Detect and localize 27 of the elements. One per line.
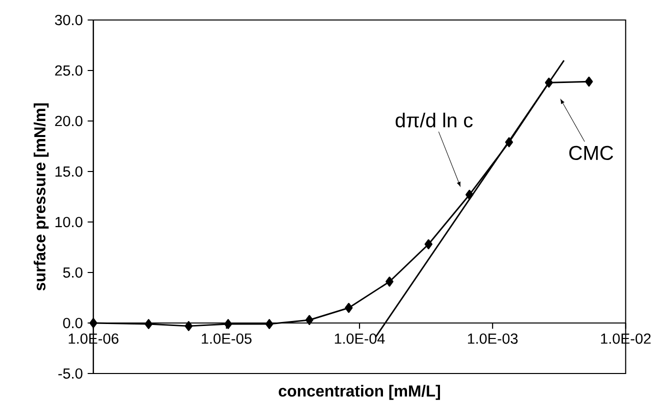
point [386,276,394,287]
point [265,319,274,330]
y-tick-label: 25.0 [55,65,82,76]
annotation: dπ/d ln c [396,112,473,128]
y-tick-label: 15.0 [56,166,82,177]
annotation: CMC [569,146,614,160]
point [424,239,432,250]
point [466,190,474,200]
point [184,321,193,332]
y-axis-title: surface pressure [mN/m] [34,103,49,291]
y-tick-label: 0.0 [63,318,82,328]
point [585,76,593,87]
point [544,78,553,88]
x-axis-title: concentration [mM/L] [278,384,440,400]
y-tick-label: 10.0 [56,216,82,228]
x-tick-label: 1.0E-04 [334,334,385,344]
x-tick-label: 1.0E-03 [468,334,518,344]
y-tick-label: -5.0 [58,368,82,379]
point [224,319,232,330]
point [305,315,314,326]
point [144,319,153,330]
point [344,302,353,313]
y-tick-label: 30.0 [54,14,82,26]
point [505,137,513,148]
x-tick-label: 1.0E-05 [202,334,252,344]
y-tick-label: 20.0 [55,116,82,126]
y-tick-label: 5.0 [63,267,82,278]
